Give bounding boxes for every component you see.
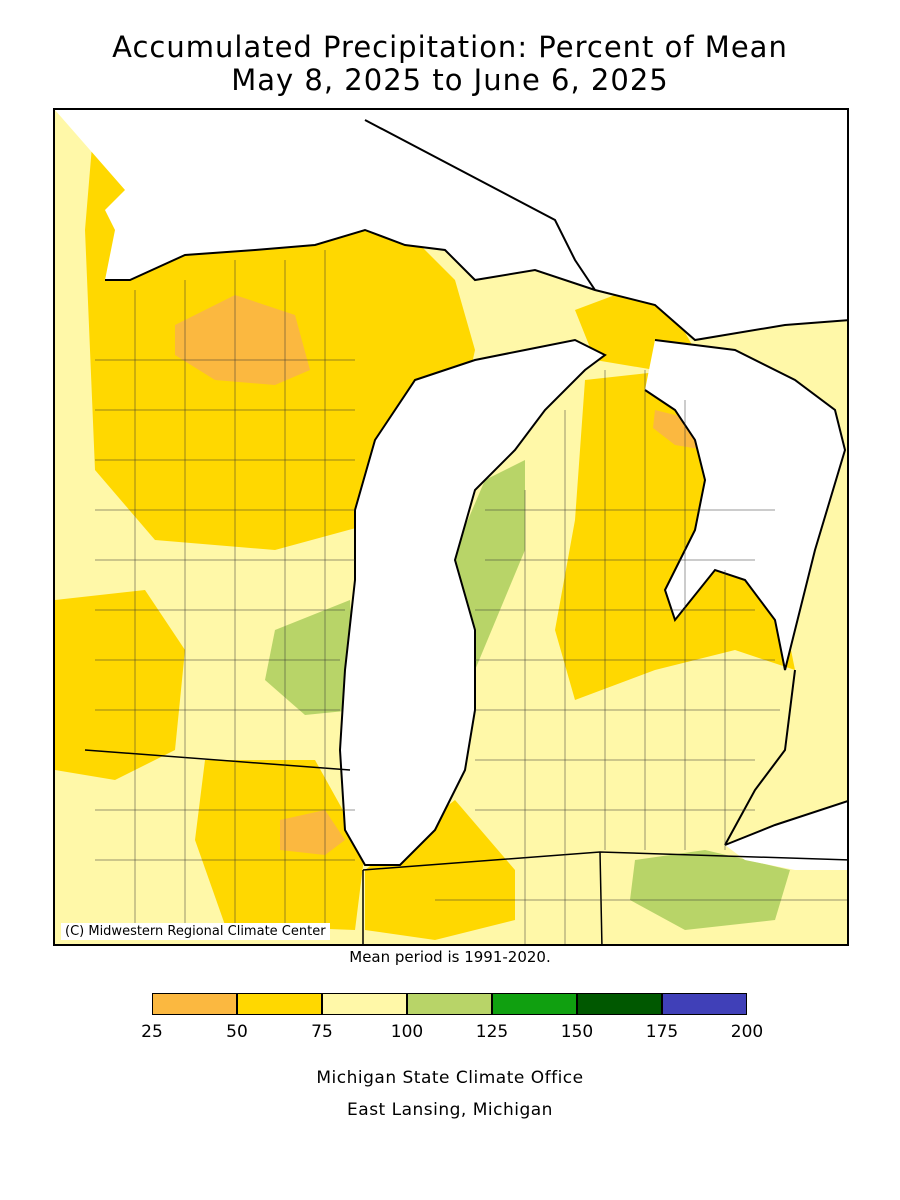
- lake-huron: [645, 340, 845, 670]
- legend-bin: [577, 993, 662, 1015]
- contour-100-125-wi: [265, 600, 355, 715]
- state-boundaries: [84, 749, 847, 944]
- contour-25-50-up: [175, 295, 310, 385]
- contour-50-75-in: [365, 800, 515, 940]
- lake-erie: [725, 801, 847, 870]
- legend-tick-label: 100: [390, 1022, 424, 1042]
- legend-tick-label: 25: [141, 1022, 163, 1042]
- legend-tick-label: 200: [730, 1022, 764, 1042]
- legend-bin: [492, 993, 577, 1015]
- legend-bin: [237, 993, 322, 1015]
- map-title: Accumulated Precipitation: Percent of Me…: [112, 30, 788, 64]
- legend-tick-label: 175: [645, 1022, 679, 1042]
- legend-tick-label: 75: [311, 1022, 333, 1042]
- lake-superior: [55, 110, 847, 340]
- legend-bin: [322, 993, 407, 1015]
- contour-25-50-il: [280, 810, 345, 855]
- legend-tick-label: 50: [226, 1022, 248, 1042]
- contour-50-75-lp-east: [555, 370, 795, 700]
- coastlines: [105, 119, 847, 866]
- contour-100-125-mi-se: [630, 850, 790, 930]
- footer-location: East Lansing, Michigan: [347, 1100, 553, 1120]
- legend-bin: [152, 993, 237, 1015]
- legend-tick-label: 150: [560, 1022, 594, 1042]
- county-lines: [95, 250, 847, 944]
- legend-tick-label: 125: [475, 1022, 509, 1042]
- contour-50-75-wi: [55, 590, 185, 780]
- credit-label: (C) Midwestern Regional Climate Center: [61, 923, 330, 940]
- legend-bin: [662, 993, 747, 1015]
- lake-michigan: [340, 340, 605, 865]
- footer-office: Michigan State Climate Office: [316, 1068, 584, 1088]
- precipitation-map: (C) Midwestern Regional Climate Center: [53, 108, 849, 946]
- map-canvas: [55, 110, 847, 944]
- legend-bin: [407, 993, 492, 1015]
- map-date-range: May 8, 2025 to June 6, 2025: [231, 63, 669, 97]
- mean-period-note: Mean period is 1991-2020.: [349, 948, 551, 966]
